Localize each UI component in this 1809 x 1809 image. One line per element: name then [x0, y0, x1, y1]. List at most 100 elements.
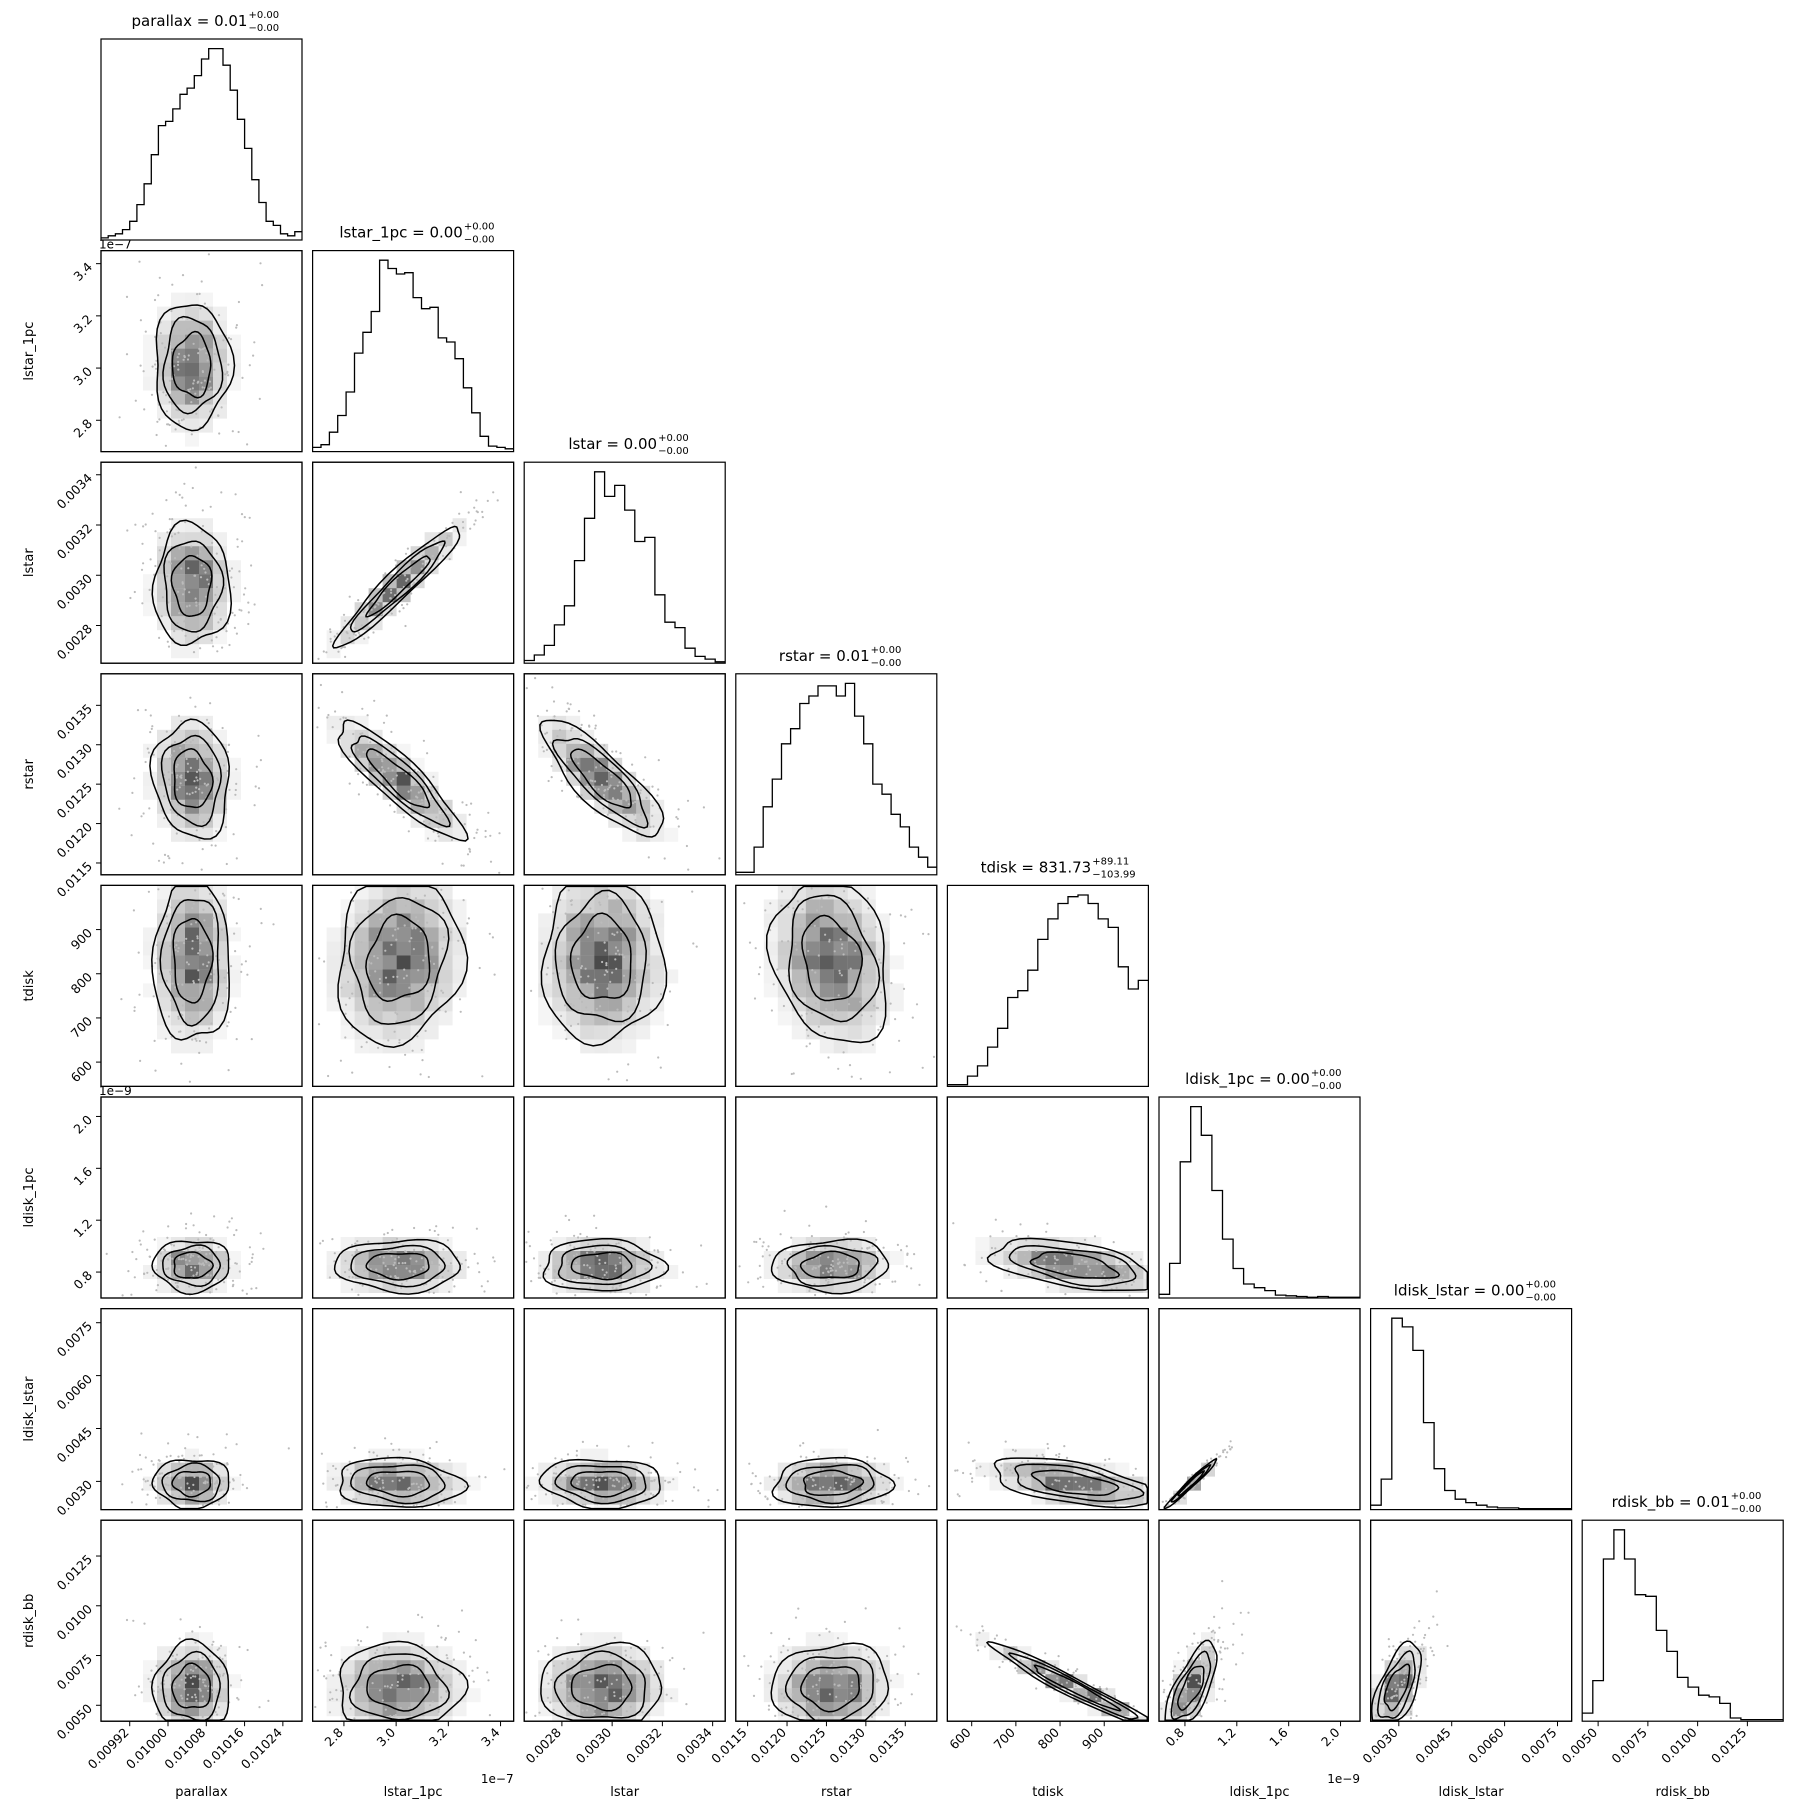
sample-point: [159, 1670, 162, 1673]
sample-point: [593, 1707, 597, 1710]
sample-point: [545, 748, 549, 752]
sample-point: [413, 1248, 416, 1251]
density-cell: [622, 1504, 637, 1510]
sample-point: [796, 900, 799, 903]
sample-point: [450, 838, 453, 842]
sample-point: [956, 1493, 959, 1496]
density-cell: [622, 969, 637, 984]
sample-point: [1014, 1252, 1017, 1255]
sample-point: [235, 1443, 238, 1446]
sample-point: [891, 1503, 894, 1506]
sample-point: [448, 534, 451, 538]
sample-point: [634, 1479, 638, 1483]
density-cell: [382, 757, 397, 772]
sample-point: [181, 582, 184, 585]
sample-point: [606, 987, 609, 990]
sample-point: [772, 983, 775, 986]
sample-point: [320, 1452, 323, 1455]
sample-point: [234, 788, 237, 792]
density-cell: [185, 955, 199, 970]
sample-point: [790, 1236, 793, 1239]
sample-point: [210, 986, 213, 989]
sample-point: [811, 1685, 815, 1688]
sample-point: [753, 1240, 756, 1243]
sample-point: [197, 352, 200, 355]
sample-point: [598, 1258, 601, 1262]
sample-point: [998, 1666, 1001, 1669]
sample-point: [781, 1262, 784, 1265]
sample-point: [361, 1284, 364, 1287]
sample-point: [184, 619, 187, 622]
sample-point: [350, 1244, 354, 1247]
density-cell: [157, 729, 171, 744]
density-cell: [410, 969, 425, 984]
sample-point: [173, 1275, 176, 1278]
density-cell: [452, 1265, 467, 1279]
sample-point: [550, 776, 553, 779]
sample-point: [335, 1506, 338, 1509]
panel-rstar-vs-parallax: [100, 673, 303, 876]
sample-point: [327, 713, 330, 717]
density-cell: [622, 1025, 637, 1040]
sample-point: [196, 1498, 199, 1501]
sample-point: [377, 1046, 380, 1049]
sample-point: [676, 1462, 679, 1465]
sample-point: [564, 1474, 567, 1477]
sample-point: [404, 552, 408, 555]
density-cell: [650, 1011, 665, 1026]
sample-point: [361, 781, 364, 784]
panel-ldisk_1pc-vs-parallax: [100, 1096, 303, 1299]
sample-point: [1003, 1647, 1006, 1650]
sample-point: [1077, 1689, 1080, 1692]
density-cell: [326, 1265, 341, 1279]
sample-point: [391, 769, 394, 772]
sample-point: [422, 1706, 425, 1709]
sample-point: [373, 1468, 377, 1471]
sample-point: [182, 593, 185, 596]
sample-point: [167, 601, 170, 604]
sample-point: [196, 935, 199, 938]
sample-point: [248, 516, 251, 519]
sample-point: [595, 1007, 599, 1010]
density-cell: [171, 644, 185, 659]
sample-point: [138, 1239, 141, 1242]
density-cell: [368, 969, 383, 984]
sample-point: [420, 1257, 423, 1260]
contour-2σ: [540, 885, 668, 1047]
sample-point: [237, 300, 240, 304]
panel-border: [523, 884, 726, 1088]
sample-point: [498, 832, 501, 835]
sample-point: [637, 784, 640, 787]
sample-point: [563, 1004, 567, 1007]
sample-point: [1080, 1258, 1083, 1261]
sample-point: [611, 1474, 614, 1477]
sample-point: [797, 1491, 800, 1494]
sample-point: [1087, 1265, 1090, 1268]
sample-point: [389, 804, 392, 807]
sample-point: [636, 1689, 640, 1692]
sample-point: [217, 1246, 220, 1249]
sample-point: [199, 777, 202, 781]
sample-point: [814, 1267, 817, 1270]
sample-point: [453, 1501, 457, 1504]
sample-point: [583, 1495, 587, 1498]
sample-point: [791, 1489, 794, 1492]
panel-ldisk_1pc-vs-lstar: [523, 1096, 726, 1299]
sample-point: [233, 932, 236, 935]
sample-point: [1053, 1257, 1057, 1260]
density-cell: [594, 941, 609, 956]
sample-point: [398, 610, 401, 613]
sample-point: [801, 1667, 804, 1670]
sample-point: [561, 789, 564, 792]
panel-border: [946, 1096, 1150, 1299]
sample-point: [182, 942, 186, 945]
sample-point: [213, 612, 216, 615]
sample-point: [874, 1705, 878, 1709]
sample-point: [552, 1664, 556, 1667]
sample-point: [841, 943, 844, 946]
sample-point: [440, 1696, 443, 1699]
sample-point: [807, 1034, 810, 1037]
sample-point: [1074, 1267, 1077, 1270]
sample-point: [1139, 1258, 1143, 1261]
contour-1.5σ: [1170, 1464, 1212, 1503]
